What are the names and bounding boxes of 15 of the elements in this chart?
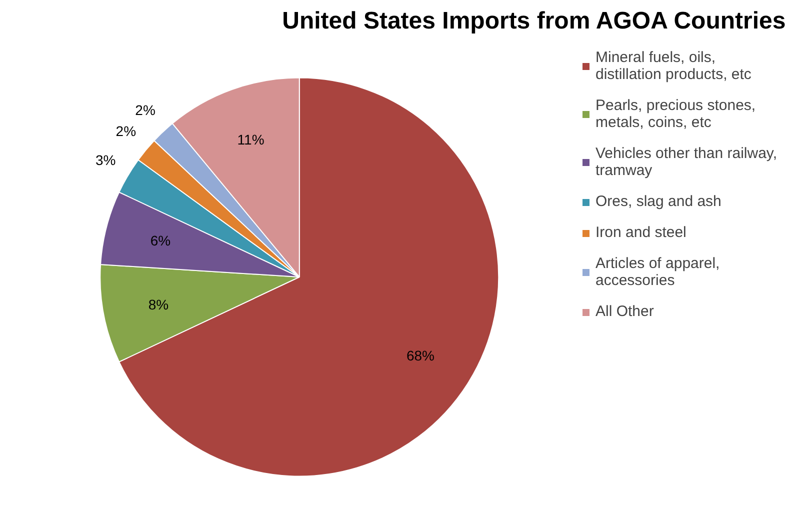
legend-label: All Other	[596, 303, 654, 320]
data-label: 2%	[116, 122, 136, 139]
legend-label: Mineral fuels, oils, distillation products, etc	[596, 49, 752, 83]
data-label: 8%	[148, 296, 169, 312]
data-label: 2%	[135, 102, 156, 118]
legend-label: Pearls, precious stones, metals, coins, etc	[596, 97, 756, 131]
legend-label: Vehicles other than railway, tramway	[596, 145, 777, 179]
legend-label: Iron and steel	[596, 224, 686, 241]
data-label: 11%	[237, 131, 264, 148]
data-label: 3%	[95, 152, 116, 168]
legend-label: Ores, slag and ash	[596, 193, 722, 210]
data-label: 6%	[150, 232, 171, 249]
data-label: 68%	[406, 347, 435, 364]
legend-label: Articles of apparel, accessories	[596, 255, 720, 289]
chart-title: United States Imports from AGOA Countries	[282, 8, 786, 34]
